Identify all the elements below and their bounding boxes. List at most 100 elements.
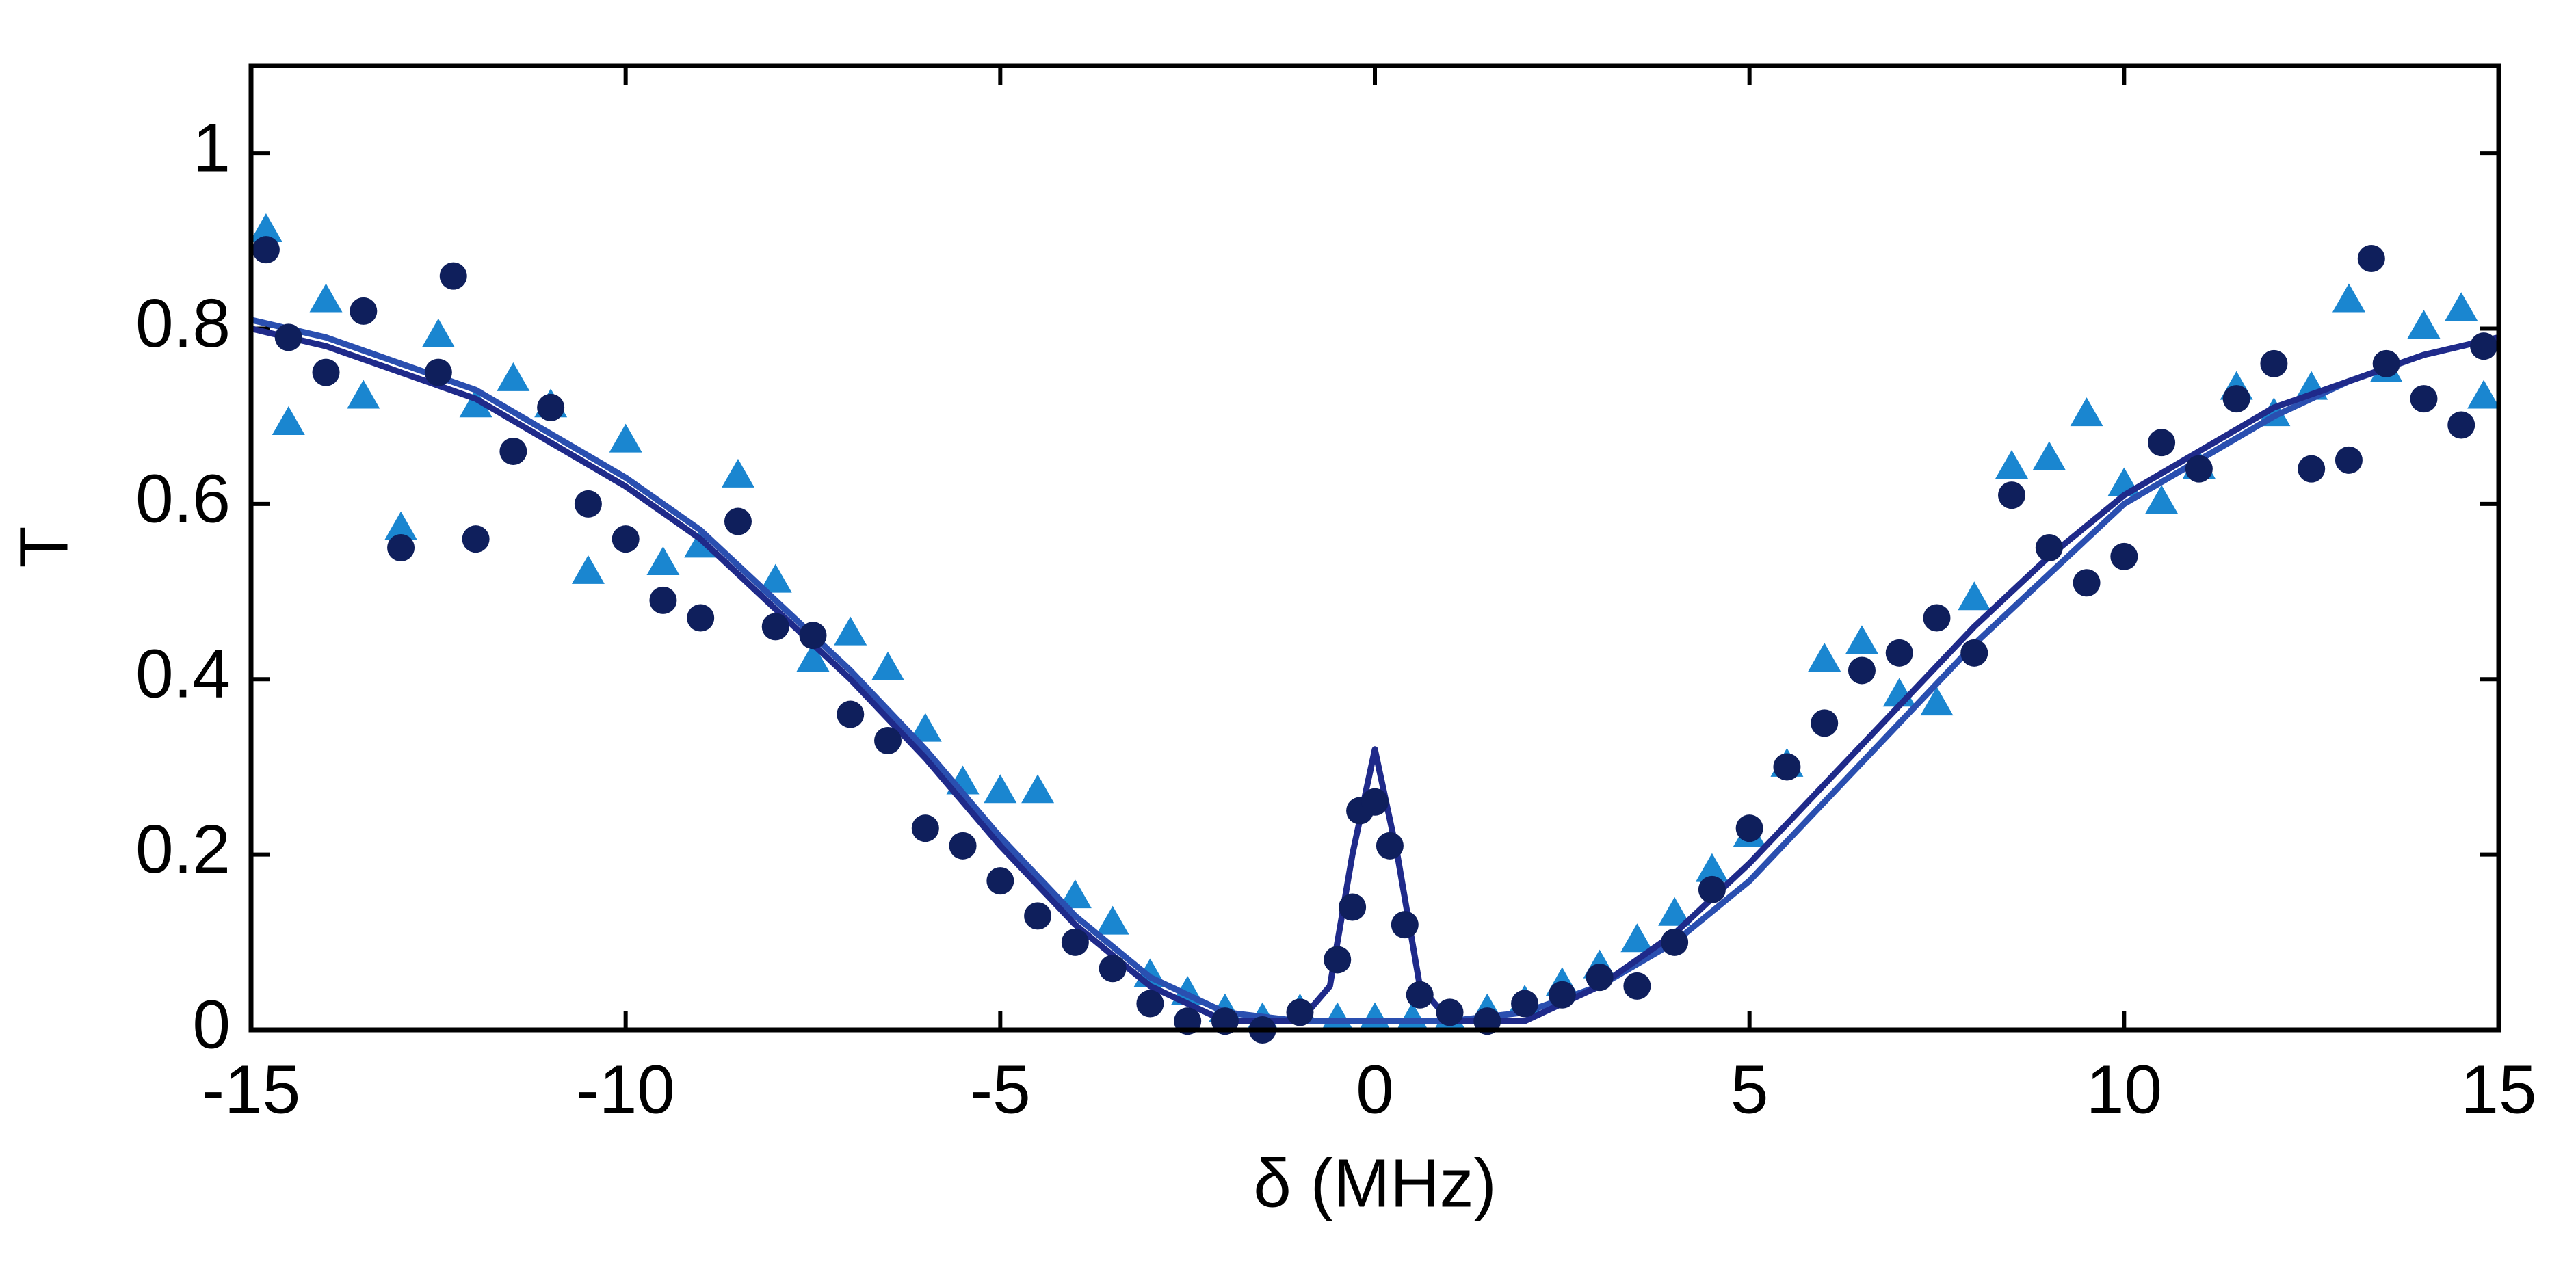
circle-point xyxy=(439,262,467,290)
circle-point xyxy=(387,534,415,561)
triangle-point xyxy=(459,388,492,418)
circle-point xyxy=(1391,911,1419,939)
y-tick-label: 0.2 xyxy=(135,811,231,888)
circle-point xyxy=(1339,893,1367,921)
circle-point xyxy=(2073,569,2101,597)
circle-point xyxy=(1773,753,1801,781)
circle-point xyxy=(462,525,490,553)
circle-point xyxy=(1998,481,2026,509)
triangle-point xyxy=(1958,581,1991,611)
y-tick-label: 1 xyxy=(192,110,231,187)
triangle-point xyxy=(1808,643,1841,672)
circle-point xyxy=(1848,656,1876,685)
circle-point xyxy=(424,358,452,386)
triangle-point xyxy=(721,458,754,488)
triangle-point xyxy=(1620,923,1654,953)
circle-point xyxy=(1511,990,1539,1018)
circle-point xyxy=(2110,542,2138,570)
circle-point xyxy=(1960,639,1988,667)
circle-point xyxy=(2372,349,2400,377)
x-tick-label: -5 xyxy=(970,1051,1031,1128)
circle-point xyxy=(574,490,602,518)
triangle-point xyxy=(759,563,792,593)
triangle-point xyxy=(347,380,380,409)
triangle-point xyxy=(1845,625,1878,654)
circle-point xyxy=(2148,429,2176,457)
fit-line xyxy=(250,317,2500,1024)
y-tick-label: 0.8 xyxy=(135,285,231,362)
triangle-point xyxy=(497,362,530,391)
circle-point xyxy=(1024,902,1052,930)
triangle-point xyxy=(249,213,282,242)
circle-point xyxy=(2470,332,2498,360)
circle-point xyxy=(799,622,827,650)
circle-point xyxy=(1735,814,1763,842)
triangle-point xyxy=(309,283,343,313)
triangle-point xyxy=(1021,774,1055,804)
circle-point xyxy=(1099,955,1127,983)
triangle-point xyxy=(2407,309,2441,339)
circle-point xyxy=(1661,928,1689,956)
circle-point xyxy=(2035,534,2063,561)
circle-point xyxy=(2335,446,2363,474)
circle-point xyxy=(949,832,977,860)
y-axis-label: T xyxy=(5,526,82,568)
x-tick-label: -15 xyxy=(202,1051,301,1128)
triangle-point xyxy=(871,651,905,680)
circle-point xyxy=(252,236,280,264)
circle-point xyxy=(537,393,565,421)
triangle-point xyxy=(908,713,942,742)
plot-frame xyxy=(248,63,2501,1033)
triangle-point xyxy=(609,423,642,453)
triangle-point xyxy=(1096,905,1129,935)
circle-point xyxy=(1324,946,1352,974)
circle-point xyxy=(1436,998,1464,1026)
triangle-point xyxy=(2032,441,2066,470)
triangle-point xyxy=(1321,1002,1354,1031)
circle-point xyxy=(1406,981,1434,1009)
x-tick-label: 0 xyxy=(1356,1051,1394,1128)
circle-point xyxy=(1586,964,1614,992)
x-tick-label: 5 xyxy=(1731,1051,1769,1128)
circle-point xyxy=(911,814,939,842)
circle-point xyxy=(837,700,865,728)
triangle-point xyxy=(646,546,680,576)
x-tick-label: -10 xyxy=(576,1051,675,1128)
triangle-point xyxy=(384,511,418,540)
circle-point xyxy=(1698,875,1726,903)
circle-point xyxy=(1361,788,1389,816)
triangle-point xyxy=(796,643,830,672)
circle-point xyxy=(2185,455,2213,483)
circle-point xyxy=(2410,385,2438,413)
triangle-point xyxy=(1358,1002,1391,1031)
circle-point xyxy=(2298,455,2326,483)
circle-point xyxy=(499,438,527,465)
triangle-point xyxy=(2445,292,2478,321)
circle-point xyxy=(274,323,302,351)
circle-point xyxy=(2447,411,2475,439)
x-tick-label: 10 xyxy=(2086,1051,2162,1128)
triangle-point xyxy=(1058,879,1092,909)
circle-point xyxy=(350,297,378,325)
y-tick-label: 0 xyxy=(192,986,231,1063)
circle-point xyxy=(761,613,789,641)
circle-point xyxy=(1136,990,1164,1018)
x-axis-label: δ (MHz) xyxy=(1253,1145,1497,1221)
circle-point xyxy=(612,525,640,553)
triangle-point xyxy=(984,774,1017,804)
triangle-point xyxy=(272,406,305,435)
circle-point xyxy=(1811,709,1839,737)
fit-line xyxy=(250,326,2500,1024)
circle-point xyxy=(2222,385,2250,413)
circle-point xyxy=(1286,998,1314,1026)
triangle-point xyxy=(2070,397,2103,427)
triangle-point xyxy=(834,616,867,646)
circle-point xyxy=(1885,639,1913,667)
circle-point xyxy=(1923,604,1951,632)
circle-point xyxy=(1061,928,1089,956)
triangle-point xyxy=(1920,687,1954,716)
circle-point xyxy=(724,507,752,535)
circle-point xyxy=(1623,972,1651,1000)
circle-point xyxy=(2260,349,2288,377)
